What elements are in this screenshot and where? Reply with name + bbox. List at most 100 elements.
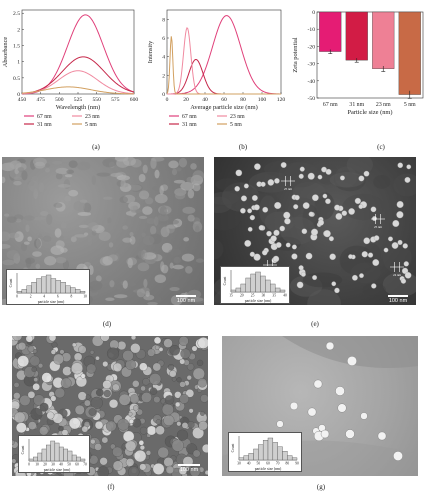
grain (192, 170, 204, 182)
grain (192, 367, 205, 380)
grain (196, 359, 204, 367)
y-tick-label: 2 (17, 27, 20, 33)
inset-bar (31, 281, 37, 294)
grain (169, 370, 177, 378)
nanoparticle (312, 275, 318, 281)
grain (112, 460, 124, 471)
inset-bar (70, 287, 76, 294)
background-patch (346, 157, 373, 176)
series-line-5-nm (166, 36, 281, 95)
nanoparticle (300, 271, 306, 277)
nanoparticle (305, 252, 313, 260)
grain (187, 421, 195, 429)
nanoparticle (371, 216, 377, 222)
grain (53, 202, 63, 208)
grain (161, 242, 173, 253)
nanoparticle (320, 429, 330, 439)
grain (27, 345, 35, 353)
background-patch (302, 272, 343, 288)
grain (195, 225, 200, 233)
grain (95, 388, 104, 397)
inset-bar (267, 437, 274, 461)
x-axis-label: Wavelength (nm) (56, 104, 100, 111)
inset-bar (235, 287, 242, 293)
grain (91, 175, 97, 185)
histogram-inset-f: 0 10 20 30 40 50 60 70 particle size (nm) Count (18, 435, 90, 473)
caption-e: (e) (311, 320, 319, 328)
background-patch (393, 173, 416, 197)
y-tick-label: -10 (308, 27, 316, 33)
inset-bar (33, 456, 38, 462)
grain (13, 382, 20, 388)
x-tick-label: 31 nm (349, 102, 364, 108)
grain (72, 342, 77, 348)
grain (35, 263, 41, 269)
grain (38, 182, 45, 193)
grain (118, 393, 131, 406)
x-tick-label: 40 (202, 97, 208, 103)
inset-y-label: Count (21, 446, 25, 455)
grain (141, 392, 152, 403)
plot-frame (21, 9, 135, 95)
grain (60, 377, 72, 389)
inset-y-label: Count (231, 444, 235, 453)
grain (68, 160, 78, 168)
inset-tick-label: 40 (247, 462, 251, 466)
grain (38, 363, 44, 369)
grain (154, 169, 160, 179)
grain (87, 222, 99, 230)
inset-tick-label: 0 (16, 295, 18, 299)
x-tick-label: 80 (240, 97, 246, 103)
inset-x-label: particle size (nm) (38, 300, 65, 304)
grain (13, 176, 22, 181)
grain (122, 225, 129, 230)
x-tick-label: 525 (74, 97, 83, 103)
grain (94, 420, 104, 430)
nanoparticle (272, 255, 280, 263)
series-line-31-nm (21, 56, 135, 94)
grain (200, 394, 208, 403)
nanoparticle (367, 252, 374, 258)
caption-f: (f) (107, 483, 115, 491)
grain (178, 157, 188, 168)
nanoparticle (322, 193, 328, 199)
grain (101, 436, 109, 444)
nanoparticle (329, 253, 336, 261)
nanoparticle (388, 236, 393, 242)
grain (55, 167, 69, 175)
inset-bar (260, 275, 266, 293)
x-tick-label: 450 (18, 97, 27, 103)
grain (51, 341, 58, 348)
grain (4, 213, 10, 217)
grain (6, 249, 20, 260)
inset-tick-label: 30 (237, 462, 241, 466)
y-tick-label: 2 (162, 73, 165, 79)
nanoparticle (400, 278, 407, 284)
nanoparticle (396, 211, 404, 219)
y-tick-label: -20 (308, 44, 316, 50)
grain (139, 463, 147, 471)
y-tick-label: 2.5 (13, 11, 20, 17)
inset-tick-label: 60 (266, 462, 270, 466)
grain (153, 396, 161, 404)
grain (107, 217, 112, 224)
grain (154, 345, 160, 350)
nanoparticle (307, 407, 317, 417)
inset-bar (265, 279, 271, 293)
nanoparticle (249, 251, 255, 257)
grain (54, 387, 66, 399)
grain (183, 237, 190, 242)
measure-label: 24 nm (393, 273, 402, 277)
grain (192, 449, 201, 458)
inset-tick-label: 30 (51, 463, 55, 467)
grain (154, 274, 167, 283)
nanoparticle (323, 230, 331, 238)
grain (77, 391, 87, 401)
grain (147, 348, 156, 357)
histogram-inset-e: 15 20 25 30 35 40 particle size (nm) Count (220, 266, 290, 304)
grain (186, 176, 194, 183)
inset-bar (279, 289, 286, 293)
grain (112, 446, 123, 457)
series-line-23-nm (167, 27, 281, 95)
grain (73, 200, 86, 212)
